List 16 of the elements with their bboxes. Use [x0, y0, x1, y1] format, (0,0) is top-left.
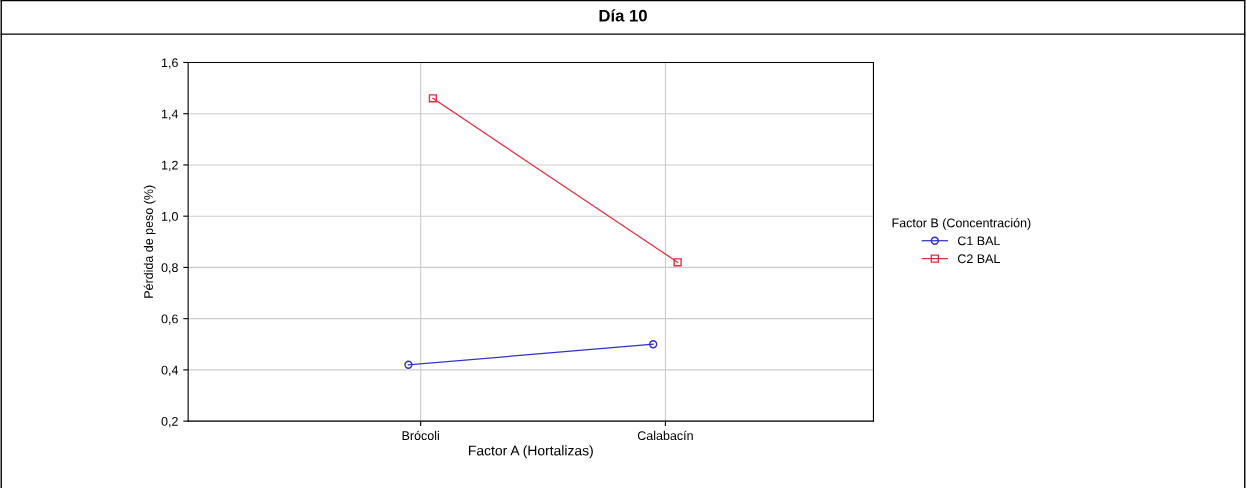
x-tick-label: Calabacín [637, 430, 693, 441]
x-axis-title: Factor A (Hortalizas) [469, 445, 593, 459]
legend-label: C2 BAL [957, 254, 1000, 264]
y-tick-label: 1,4 [162, 109, 179, 120]
chart-title: Día 10 [599, 9, 647, 22]
legend-title: Factor B (Concentración) [892, 218, 1031, 230]
y-tick-label: 1,0 [162, 211, 178, 223]
legend-label: C1 BAL [957, 236, 1000, 246]
y-tick-label: 0,4 [161, 365, 179, 377]
y-tick-label: 0,6 [161, 314, 178, 325]
x-tick-label: Brócoli [402, 430, 439, 441]
y-tick-label: 0,2 [161, 416, 178, 428]
y-tick-label: 1,2 [162, 160, 178, 172]
y-tick-label: 1,6 [162, 58, 178, 69]
y-axis-title: Pérdida de peso (%) [143, 185, 156, 298]
y-tick-label: 0,8 [161, 263, 178, 274]
